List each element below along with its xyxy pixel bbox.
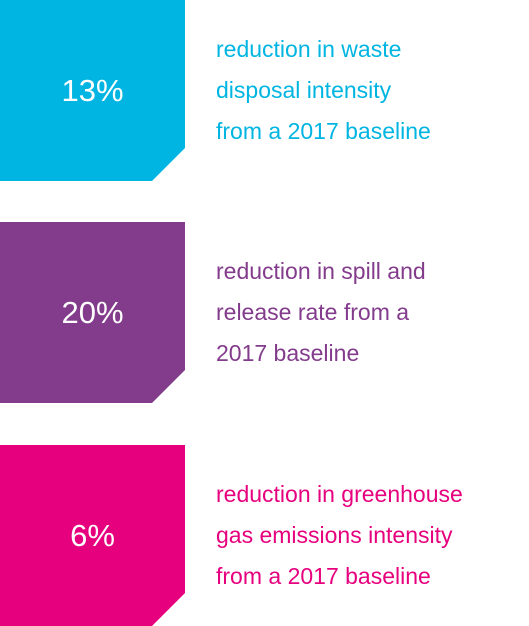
description-line: reduction in spill and xyxy=(216,258,426,284)
stat-box xyxy=(0,445,185,626)
description-line: reduction in waste xyxy=(216,36,402,62)
stat-box xyxy=(0,0,185,181)
description-line: from a 2017 baseline xyxy=(216,563,431,589)
description-line: 2017 baseline xyxy=(216,340,360,366)
description-line: reduction in greenhouse xyxy=(216,481,463,507)
stat-box xyxy=(0,222,185,403)
stat-description: reduction in spill and release rate from … xyxy=(216,222,426,403)
description-line: disposal intensity xyxy=(216,77,392,103)
description-line: from a 2017 baseline xyxy=(216,118,431,144)
description-line: gas emissions intensity xyxy=(216,522,453,548)
stat-item: 6% reduction in greenhouse gas emissions i… xyxy=(0,445,529,626)
stat-item: 20% reduction in spill and release rate fr… xyxy=(0,222,529,403)
stat-value: 20% xyxy=(61,294,124,330)
stat-description: reduction in waste disposal intensity from… xyxy=(216,0,431,181)
stat-description: reduction in greenhouse gas emissions int… xyxy=(216,445,463,626)
description-line: release rate from a xyxy=(216,299,410,325)
stat-value: 6% xyxy=(70,517,115,553)
stat-value: 13% xyxy=(61,72,124,108)
stat-item: 13% reduction in waste disposal intensity f… xyxy=(0,0,529,181)
